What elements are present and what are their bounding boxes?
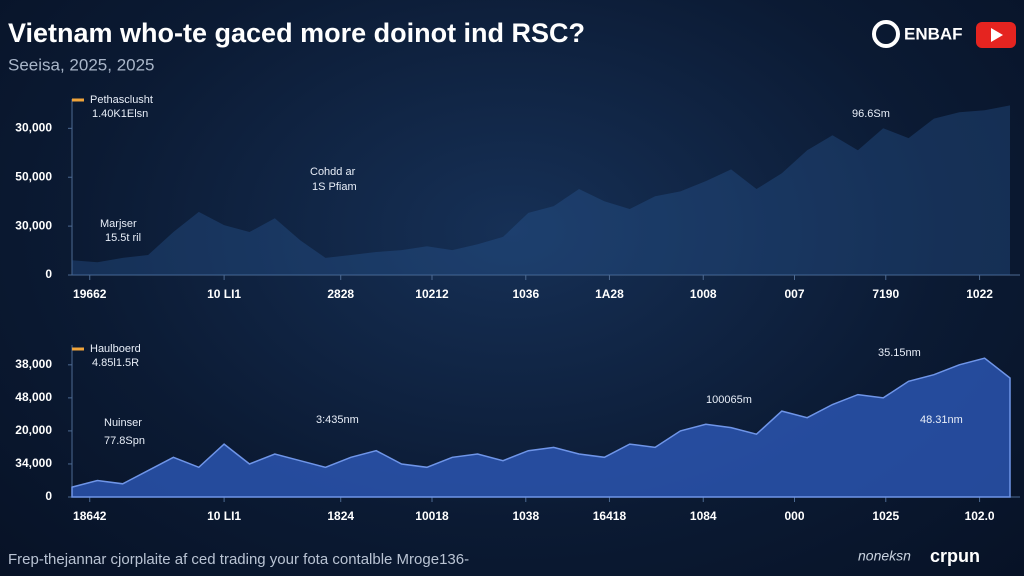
- subtitle: Seeisa, 2025, 2025: [8, 55, 155, 74]
- x-tick-label: 1A28: [595, 287, 624, 301]
- annotation: 4.85l1.5R: [92, 357, 139, 369]
- annotation: 15.5t ril: [105, 232, 141, 244]
- footer-brand: noneksn: [858, 548, 911, 564]
- x-tick-label: 000: [784, 509, 804, 523]
- x-tick-label: 16418: [593, 509, 627, 523]
- annotation: 1S Pfiam: [312, 181, 357, 193]
- x-tick-label: 1038: [512, 509, 539, 523]
- logo-text: ENBAF: [904, 24, 963, 43]
- x-tick-label: 10018: [415, 509, 449, 523]
- title: Vietnam who-te gaced more doinot ind RSC…: [8, 18, 585, 48]
- x-tick-label: 19662: [73, 287, 107, 301]
- y-tick-label: 0: [45, 489, 52, 503]
- annotation: 100065m: [706, 394, 752, 406]
- y-tick-label: 20,000: [15, 423, 52, 437]
- footer-brand: crpun: [930, 546, 980, 566]
- legend-label: Haulboerd: [90, 343, 141, 355]
- annotation: 96.6Sm: [852, 108, 890, 120]
- x-tick-label: 1036: [512, 287, 539, 301]
- y-tick-label: 30,000: [15, 121, 52, 135]
- area: [71, 357, 1011, 498]
- annotation: Marjser: [100, 218, 137, 230]
- y-tick-label: 34,000: [15, 456, 52, 470]
- x-tick-label: 1022: [966, 287, 993, 301]
- x-tick-label: 10 LI1: [207, 509, 241, 523]
- y-tick-label: 50,000: [15, 169, 52, 183]
- x-tick-label: 007: [784, 287, 804, 301]
- annotation: 1.40K1Elsn: [92, 108, 148, 120]
- y-tick-label: 48,000: [15, 390, 52, 404]
- x-tick-label: 10 LI1: [207, 287, 241, 301]
- footer-text: Frep-thejannar cjorplaite af ced trading…: [8, 551, 469, 568]
- annotation: 3:435nm: [316, 414, 359, 426]
- x-tick-label: 102.0: [965, 509, 995, 523]
- area-glow: [72, 105, 1010, 276]
- x-tick-label: 2828: [327, 287, 354, 301]
- annotation: 48.31nm: [920, 414, 963, 426]
- y-tick-label: 30,000: [15, 218, 52, 232]
- x-tick-label: 1025: [872, 509, 899, 523]
- annotation: Nuinser: [104, 417, 142, 429]
- play-icon: [991, 28, 1003, 42]
- logo-icon: [872, 20, 900, 48]
- x-tick-label: 10212: [415, 287, 449, 301]
- x-tick-label: 1824: [327, 509, 354, 523]
- x-tick-label: 7190: [872, 287, 899, 301]
- annotation: 35.15nm: [878, 347, 921, 359]
- annotation: Cohdd ar: [310, 166, 356, 178]
- x-tick-label: 1084: [690, 509, 717, 523]
- annotation: 77.8Spn: [104, 435, 145, 447]
- y-tick-label: 0: [45, 267, 52, 281]
- y-tick-label: 38,000: [15, 357, 52, 371]
- x-tick-label: 18642: [73, 509, 107, 523]
- x-tick-label: 1008: [690, 287, 717, 301]
- legend-label: Pethasclusht: [90, 94, 153, 106]
